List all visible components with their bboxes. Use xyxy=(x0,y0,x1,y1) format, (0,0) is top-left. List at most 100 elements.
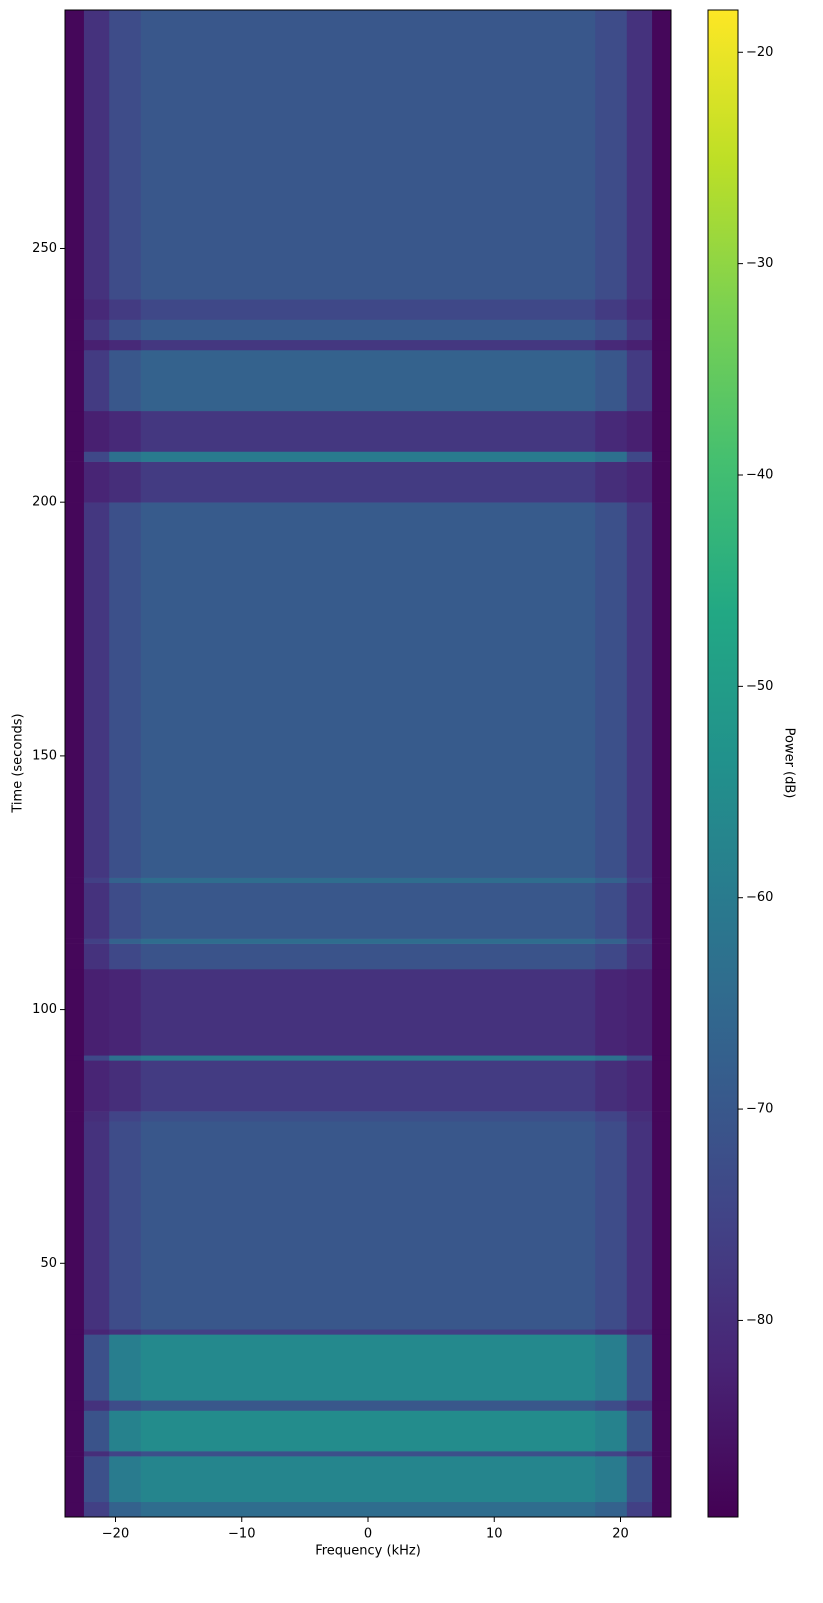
cell xyxy=(626,1501,653,1518)
x-axis-label: Frequency (kHz) xyxy=(315,1544,421,1559)
cell xyxy=(140,938,596,944)
cell xyxy=(595,339,628,351)
cell xyxy=(65,461,85,503)
cell xyxy=(652,1111,672,1122)
cell xyxy=(109,1111,142,1122)
cell xyxy=(83,339,110,351)
cell xyxy=(626,882,653,939)
cell xyxy=(65,1329,85,1335)
cell xyxy=(652,1410,672,1452)
cell xyxy=(626,299,653,320)
cell xyxy=(652,410,672,452)
cell xyxy=(595,1121,628,1330)
cell xyxy=(83,1060,110,1112)
cell xyxy=(83,1451,110,1457)
colorbar-tick-label: −20 xyxy=(746,45,773,60)
cell xyxy=(65,938,85,944)
cell xyxy=(595,877,628,884)
colorbar-tick-label: −40 xyxy=(746,467,773,482)
y-tick-label: 150 xyxy=(32,748,57,763)
y-tick-label: 200 xyxy=(32,495,57,510)
cell xyxy=(109,1456,142,1503)
cell xyxy=(140,339,596,351)
cell xyxy=(109,938,142,944)
cell xyxy=(83,461,110,503)
cell xyxy=(595,1055,628,1061)
cell xyxy=(65,502,85,878)
cell xyxy=(595,1400,628,1411)
cell xyxy=(109,349,142,412)
cell xyxy=(83,969,110,1056)
cell xyxy=(140,1451,596,1457)
cell xyxy=(595,10,628,300)
cell xyxy=(83,1055,110,1061)
cell xyxy=(626,410,653,452)
cell xyxy=(595,882,628,939)
cell xyxy=(626,319,653,341)
cell xyxy=(65,410,85,452)
cell xyxy=(652,1451,672,1457)
cell xyxy=(652,1055,672,1061)
cell xyxy=(652,339,672,351)
cell xyxy=(83,1410,110,1452)
colorbar-label: Power (dB) xyxy=(782,728,797,799)
cell xyxy=(140,1410,596,1452)
cell xyxy=(109,410,142,452)
cell xyxy=(83,1111,110,1122)
cell xyxy=(595,1451,628,1457)
cell xyxy=(65,943,85,970)
cell xyxy=(109,1410,142,1452)
y-axis-label: Time (seconds) xyxy=(11,713,26,813)
cell xyxy=(65,10,85,300)
cell xyxy=(109,10,142,300)
cell xyxy=(83,1334,110,1401)
cell xyxy=(626,451,653,462)
cell xyxy=(652,1060,672,1112)
cell xyxy=(65,1121,85,1330)
cell xyxy=(626,1329,653,1335)
cell xyxy=(65,882,85,939)
cell xyxy=(626,1410,653,1452)
cell xyxy=(83,1400,110,1411)
cell xyxy=(140,502,596,878)
cell xyxy=(109,877,142,884)
cell xyxy=(109,1400,142,1411)
y-tick-label: 100 xyxy=(32,1002,57,1017)
colorbar-tick-label: −80 xyxy=(746,1313,773,1328)
cell xyxy=(595,299,628,320)
cell xyxy=(140,877,596,884)
cell xyxy=(626,339,653,351)
cell xyxy=(65,1501,85,1518)
cell xyxy=(652,969,672,1056)
cell xyxy=(595,502,628,878)
cell xyxy=(83,943,110,970)
cell xyxy=(65,969,85,1056)
cell xyxy=(652,938,672,944)
cell xyxy=(595,943,628,970)
y-tick-label: 250 xyxy=(32,241,57,256)
cell xyxy=(626,349,653,412)
cell xyxy=(109,299,142,320)
cell xyxy=(626,1111,653,1122)
cell xyxy=(109,1121,142,1330)
cell xyxy=(595,1410,628,1452)
cell xyxy=(595,1111,628,1122)
cell xyxy=(595,410,628,452)
cell xyxy=(140,943,596,970)
cell xyxy=(109,319,142,341)
cell xyxy=(595,1334,628,1401)
cell xyxy=(109,502,142,878)
cell xyxy=(109,943,142,970)
cell xyxy=(140,10,596,300)
cell xyxy=(140,1334,596,1401)
cell xyxy=(652,502,672,878)
y-tick-label: 50 xyxy=(40,1256,57,1271)
cell xyxy=(595,938,628,944)
cell xyxy=(65,1111,85,1122)
cell xyxy=(109,451,142,462)
cell xyxy=(652,1121,672,1330)
cell xyxy=(83,882,110,939)
cell xyxy=(109,1329,142,1335)
cell xyxy=(109,969,142,1056)
